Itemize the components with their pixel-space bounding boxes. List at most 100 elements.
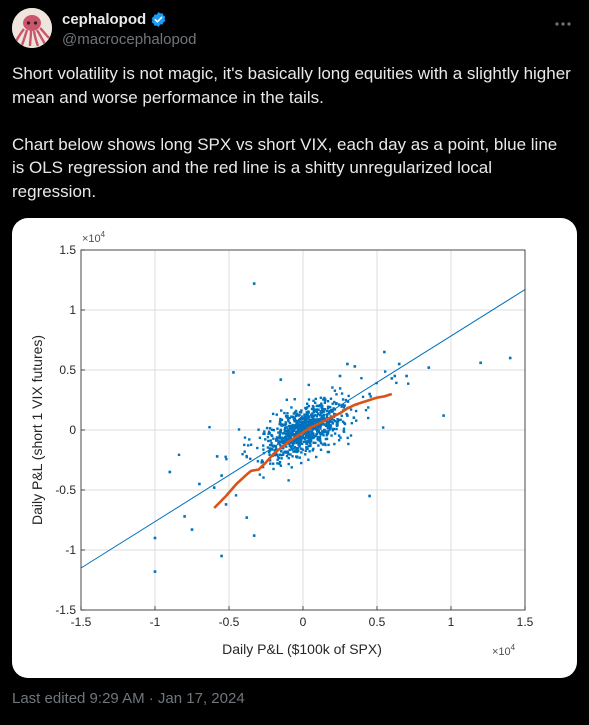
author-block: cephalopod @macrocephalopod xyxy=(62,11,196,48)
data-point xyxy=(272,444,275,447)
data-point xyxy=(291,444,294,447)
data-point xyxy=(278,423,281,426)
data-point xyxy=(276,427,279,430)
data-point xyxy=(308,444,312,448)
data-point xyxy=(300,437,304,440)
more-dots-icon[interactable] xyxy=(553,14,573,34)
data-point xyxy=(317,430,320,434)
data-point xyxy=(340,405,343,408)
data-point xyxy=(312,411,316,414)
data-point xyxy=(252,282,256,285)
data-point xyxy=(271,412,275,416)
data-point xyxy=(329,420,332,424)
data-point xyxy=(333,389,337,392)
data-point xyxy=(298,440,302,443)
data-point xyxy=(321,417,324,421)
data-point xyxy=(278,420,282,423)
data-point xyxy=(293,417,296,420)
x-tick-label: -1.5 xyxy=(71,615,92,629)
data-point xyxy=(266,446,270,449)
data-point xyxy=(267,432,270,435)
data-point xyxy=(279,431,282,434)
data-point xyxy=(304,433,308,436)
data-point xyxy=(286,433,290,436)
data-point xyxy=(305,436,309,439)
data-point xyxy=(302,425,305,428)
data-point xyxy=(296,437,299,441)
timestamp[interactable]: Last edited 9:29 AM · Jan 17, 2024 xyxy=(12,690,245,707)
data-point xyxy=(304,424,308,428)
data-point xyxy=(336,420,340,423)
data-point xyxy=(307,398,311,401)
data-point xyxy=(323,401,327,404)
display-name[interactable]: cephalopod xyxy=(62,11,147,28)
data-point xyxy=(261,465,265,469)
data-point xyxy=(220,474,223,477)
data-point xyxy=(270,442,273,445)
data-point xyxy=(243,443,246,447)
data-point xyxy=(324,430,328,433)
data-point xyxy=(331,386,334,389)
data-point xyxy=(299,411,303,414)
data-point xyxy=(288,438,291,441)
data-point xyxy=(292,415,295,419)
data-point xyxy=(327,430,330,433)
data-point xyxy=(314,420,318,424)
data-point xyxy=(296,429,300,432)
data-point xyxy=(312,417,315,420)
data-point xyxy=(346,362,349,366)
data-point xyxy=(338,374,342,378)
data-point xyxy=(299,417,303,421)
data-point xyxy=(300,451,303,454)
data-point xyxy=(301,448,304,451)
author-handle[interactable]: @macrocephalopod xyxy=(62,31,197,48)
data-point xyxy=(312,441,315,444)
data-point xyxy=(315,455,318,459)
data-point xyxy=(291,443,294,446)
data-point xyxy=(298,426,302,429)
data-point xyxy=(319,441,323,445)
data-point xyxy=(317,444,320,447)
data-point xyxy=(311,432,314,436)
data-point xyxy=(298,437,302,440)
data-point xyxy=(270,428,274,431)
data-point xyxy=(312,399,315,403)
data-point xyxy=(320,403,323,407)
ols-regression-line xyxy=(80,289,526,569)
data-point xyxy=(323,423,326,426)
data-point xyxy=(280,436,284,439)
data-point xyxy=(300,442,304,445)
data-point xyxy=(260,459,264,462)
data-point xyxy=(304,413,307,417)
data-point xyxy=(279,443,282,447)
data-point xyxy=(284,436,288,440)
data-point xyxy=(183,515,186,518)
data-point xyxy=(278,460,282,464)
data-point xyxy=(294,450,297,453)
data-point xyxy=(405,374,408,378)
data-point xyxy=(326,427,329,430)
data-point xyxy=(288,435,291,438)
data-point xyxy=(329,425,333,428)
data-point xyxy=(315,432,319,436)
octopus-avatar[interactable] xyxy=(12,8,52,48)
data-point xyxy=(297,418,301,422)
data-point xyxy=(267,439,270,443)
data-point xyxy=(307,383,310,387)
tweet-media-chart[interactable]: -1.5 -1 -0.5 0 0.5 1 1.5 1.5 1 0.5 0 -0.5 -1 -1.5 ×10… xyxy=(12,218,577,678)
data-point xyxy=(299,461,303,465)
data-point xyxy=(341,420,345,423)
data-point xyxy=(168,470,172,474)
data-point xyxy=(327,443,330,447)
data-point xyxy=(306,432,309,435)
data-point xyxy=(245,516,249,519)
data-point xyxy=(268,447,272,450)
data-point xyxy=(315,410,318,413)
data-point xyxy=(284,421,287,424)
data-point xyxy=(252,534,256,537)
data-point xyxy=(352,416,356,419)
data-point xyxy=(326,405,330,409)
data-point xyxy=(292,442,296,445)
author-name-row[interactable]: cephalopod xyxy=(62,11,196,28)
x-tick-label: 0 xyxy=(300,615,307,629)
